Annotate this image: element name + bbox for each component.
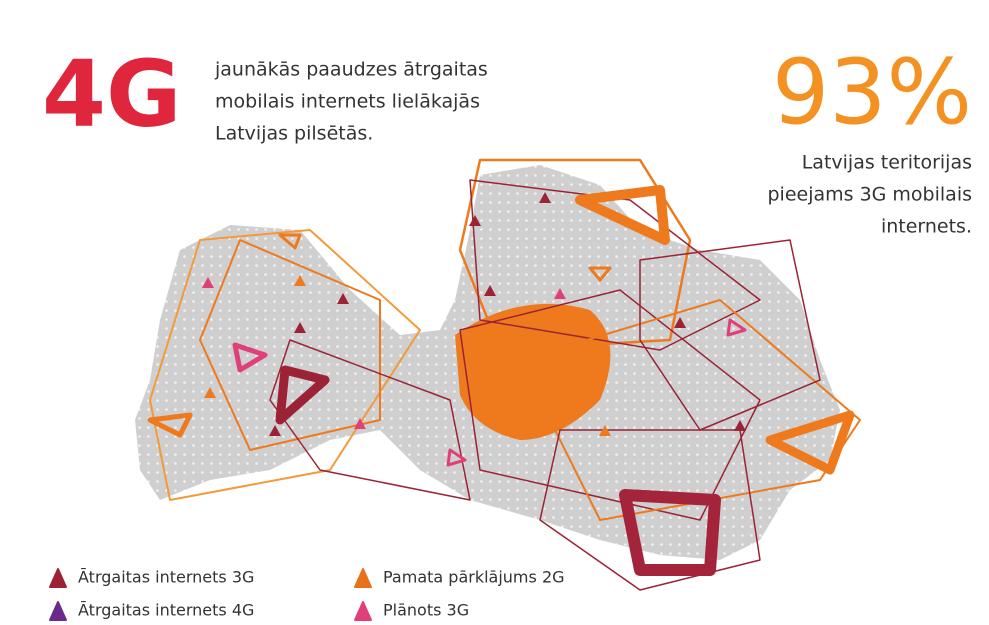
- legend: Ātrgaitas internets 3G Ātrgaitas internet…: [49, 568, 565, 621]
- legend-icon: [49, 601, 67, 621]
- left-text: jaunākās paaudzes ātrgaitas: [214, 59, 488, 81]
- legend-icon: [49, 568, 67, 588]
- right-text: pieejams 3G mobilais: [767, 184, 972, 206]
- legend-label: Ātrgaitas internets 3G: [78, 568, 254, 587]
- legend-icon: [354, 601, 372, 621]
- big-4g: 4G: [42, 40, 182, 147]
- legend-label: Plānots 3G: [383, 601, 469, 620]
- legend-label: Pamata pārklājums 2G: [383, 568, 565, 587]
- big-percent: 93%: [772, 40, 972, 145]
- legend-label: Ātrgaitas internets 4G: [78, 601, 254, 620]
- left-text: Latvijas pilsētās.: [215, 123, 373, 145]
- left-text: mobilais internets lielākajās: [215, 91, 480, 113]
- markers: [202, 192, 746, 436]
- right-text: Latvijas teritorijas: [802, 152, 972, 174]
- map: [135, 158, 861, 591]
- coverage-outlines: [147, 158, 861, 591]
- right-text: internets.: [881, 216, 972, 238]
- legend-icon: [354, 568, 372, 588]
